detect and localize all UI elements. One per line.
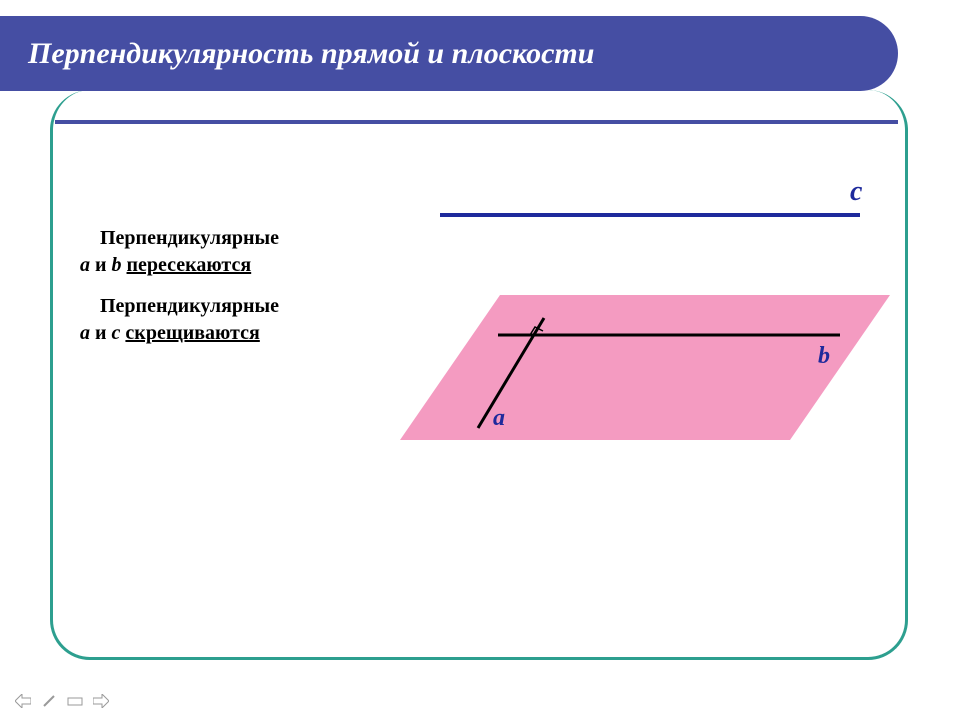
p2-lead: Перпендикулярные xyxy=(80,295,279,317)
p1-b: b xyxy=(112,254,122,276)
p2-mid: и xyxy=(90,322,112,344)
prev-slide-button[interactable] xyxy=(14,692,32,710)
pen-tool-button[interactable] xyxy=(40,692,58,710)
label-a: a xyxy=(493,405,505,431)
next-slide-button[interactable] xyxy=(92,692,110,710)
geometry-diagram: c b a xyxy=(380,160,900,480)
paragraph-1: Перпендикулярные a и b пересекаются xyxy=(80,225,360,279)
p2-action: скрещиваются xyxy=(125,322,259,344)
menu-icon xyxy=(67,695,83,707)
label-c: c xyxy=(850,176,863,207)
slide-title: Перпендикулярность прямой и плоскости xyxy=(28,37,594,71)
plane-shape xyxy=(400,295,890,440)
text-block: Перпендикулярные a и b пересекаются Перп… xyxy=(80,225,360,361)
menu-button[interactable] xyxy=(66,692,84,710)
paragraph-2: Перпендикулярные a и c скрещиваются xyxy=(80,293,360,347)
slideshow-nav xyxy=(14,692,110,710)
title-bar: Перпендикулярность прямой и плоскости xyxy=(0,16,898,91)
p1-a: a xyxy=(80,254,90,276)
p1-mid: и xyxy=(90,254,112,276)
p2-a: a xyxy=(80,322,90,344)
p1-action: пересекаются xyxy=(127,254,252,276)
diagram-svg: c b a xyxy=(380,160,900,480)
title-underline xyxy=(55,120,898,124)
pen-icon xyxy=(42,694,56,708)
arrow-left-icon xyxy=(15,694,31,708)
p1-lead: Перпендикулярные xyxy=(80,227,279,249)
p2-c: c xyxy=(112,322,121,344)
label-b: b xyxy=(818,343,830,369)
arrow-right-icon xyxy=(93,694,109,708)
